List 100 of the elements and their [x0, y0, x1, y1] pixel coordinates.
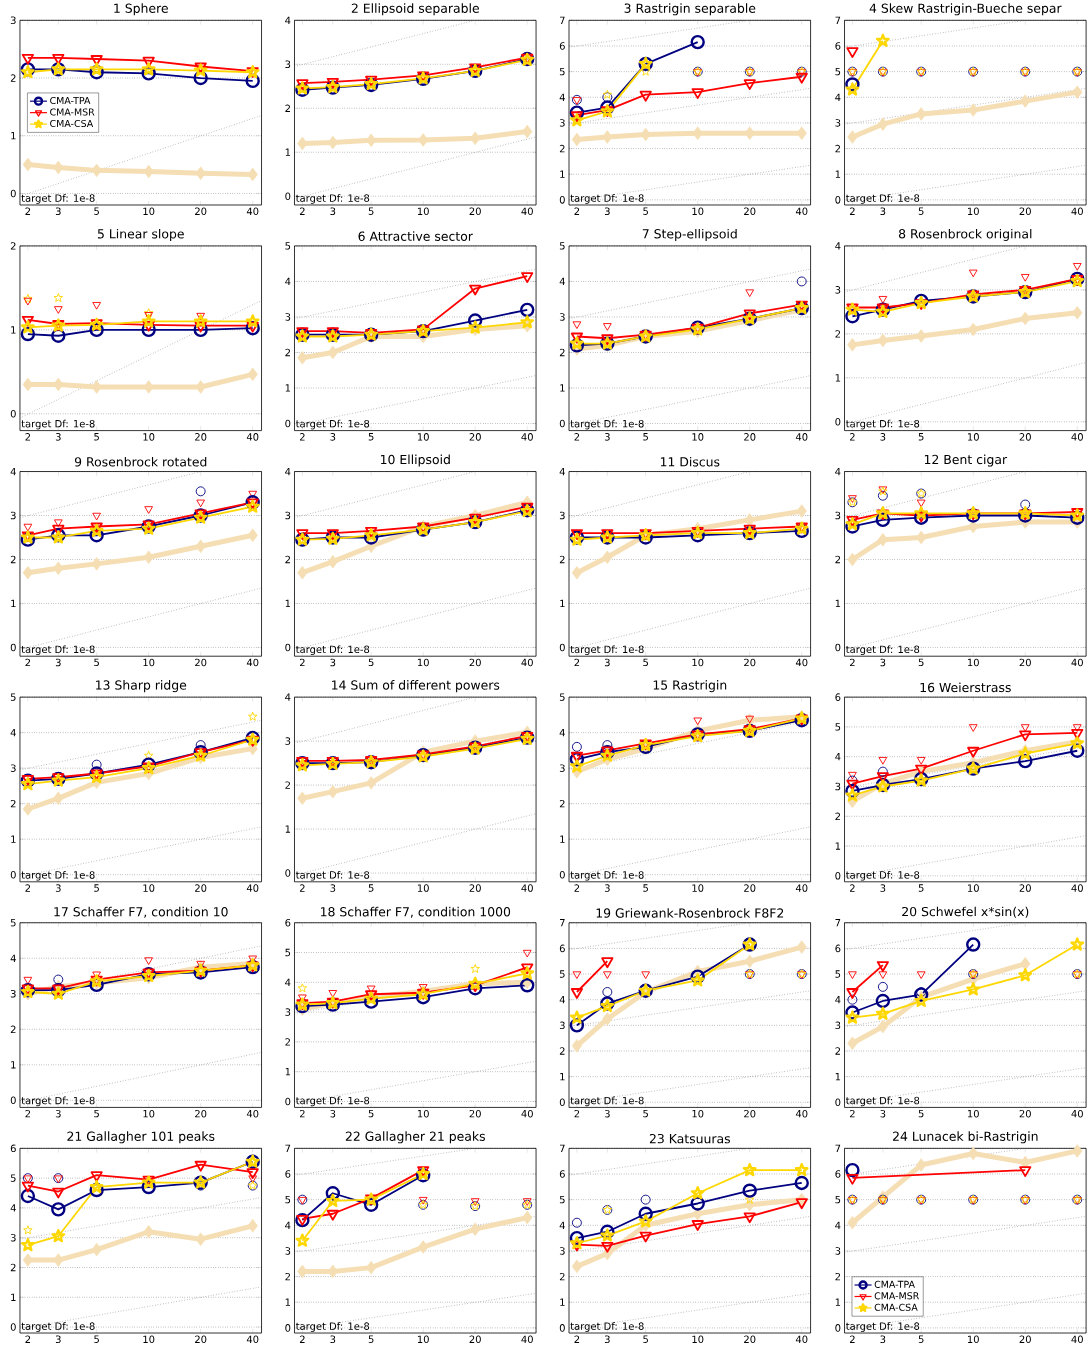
x-tick-label: 5: [94, 1109, 99, 1118]
y-tick-label: 3: [285, 737, 291, 745]
y-tick-label: 2: [835, 555, 840, 564]
x-tick-label: 2: [574, 1335, 580, 1343]
annotation: target Df: 1e-8: [570, 1096, 644, 1107]
y-tick-label: 7: [559, 16, 565, 24]
chart-title: 8 Rosenbrock original: [898, 228, 1032, 241]
legend-label: CMA-TPA: [50, 96, 91, 105]
y-tick-label: 2: [285, 104, 290, 112]
annotation: target Df: 1e-8: [295, 1322, 370, 1332]
x-tick-label: 20: [469, 207, 481, 216]
x-tick-label: 20: [1019, 658, 1031, 667]
y-tick-label: 0: [835, 872, 841, 880]
y-tick-label: 1: [285, 599, 291, 608]
y-tick-label: 2: [285, 555, 290, 564]
chart-title: 10 Ellipsoid: [380, 454, 450, 467]
x-tick-label: 40: [521, 207, 533, 216]
x-tick-label: 20: [744, 207, 756, 216]
x-tick-label: 5: [918, 433, 924, 441]
x-tick-label: 20: [744, 884, 756, 892]
y-tick-label: 5: [835, 1195, 841, 1204]
x-tick-label: 20: [195, 884, 207, 892]
y-tick-label: 5: [559, 693, 565, 701]
y-tick-label: 6: [835, 693, 841, 701]
x-tick-label: 2: [849, 1335, 855, 1343]
y-tick-label: 1: [835, 842, 841, 850]
x-tick-label: 5: [643, 207, 648, 215]
x-tick-label: 40: [1071, 433, 1083, 441]
x-tick-label: 2: [299, 433, 305, 441]
x-tick-label: 40: [246, 658, 259, 667]
x-tick-label: 20: [1019, 884, 1031, 892]
y-tick-label: 0: [10, 1323, 16, 1331]
x-tick-label: 10: [692, 1109, 704, 1118]
y-tick-label: 2: [10, 555, 16, 564]
x-tick-label: 5: [94, 658, 99, 667]
y-tick-label: 1: [285, 148, 291, 156]
y-tick-label: 3: [835, 119, 841, 127]
x-tick-label: 10: [692, 658, 704, 667]
x-tick-label: 10: [692, 207, 704, 216]
x-tick-label: 5: [643, 433, 648, 441]
x-tick-label: 5: [94, 1335, 99, 1343]
y-tick-label: 5: [835, 67, 841, 76]
x-tick-label: 2: [299, 884, 305, 892]
y-tick-label: 5: [285, 948, 291, 957]
y-tick-label: 0: [285, 643, 291, 652]
y-tick-label: 6: [835, 1170, 841, 1178]
x-tick-label: 20: [469, 658, 481, 667]
x-tick-label: 10: [692, 884, 704, 892]
y-tick-label: 0: [835, 1324, 841, 1332]
y-tick-label: 3: [10, 990, 16, 998]
x-tick-label: 10: [417, 433, 429, 441]
y-tick-label: 4: [285, 277, 291, 286]
x-tick-label: 3: [880, 1335, 886, 1344]
y-tick-label: 0: [285, 192, 291, 200]
x-tick-label: 10: [967, 433, 979, 441]
y-tick-label: 1: [835, 1073, 841, 1081]
y-tick-label: 4: [10, 1204, 16, 1212]
y-tick-label: 1: [11, 326, 16, 334]
y-tick-label: 3: [285, 60, 291, 69]
chart-title: 17 Schaffer F7, condition 10: [54, 906, 228, 918]
y-tick-label: 2: [10, 74, 16, 82]
y-tick-label: 0: [835, 643, 841, 652]
x-tick-label: 5: [368, 207, 374, 215]
x-tick-label: 20: [744, 1335, 756, 1344]
y-tick-label: 2: [10, 799, 16, 808]
x-tick-label: 2: [574, 207, 580, 215]
x-tick-label: 10: [143, 1109, 155, 1118]
x-tick-label: 3: [330, 1109, 336, 1118]
annotation: target Df: 1e-8: [21, 419, 95, 430]
y-tick-label: 4: [285, 16, 291, 24]
chart-title: 2 Ellipsoid separable: [351, 3, 479, 16]
annotation: target Df: 1e-8: [845, 1322, 920, 1332]
x-tick-label: 10: [143, 433, 155, 441]
x-tick-label: 20: [1019, 433, 1031, 441]
x-tick-label: 3: [330, 884, 336, 892]
chart-title: 16 Weierstrass: [920, 682, 1011, 693]
y-tick-label: 4: [559, 467, 565, 476]
y-tick-label: 4: [835, 996, 841, 1004]
y-tick-label: 2: [285, 1272, 290, 1281]
y-tick-label: 4: [835, 753, 841, 761]
y-tick-label: 0: [10, 1096, 16, 1105]
x-tick-label: 5: [368, 658, 374, 667]
x-tick-label: 40: [246, 1335, 259, 1344]
annotation: target Df: 1e-8: [845, 645, 920, 656]
x-tick-label: 3: [880, 433, 886, 441]
x-tick-label: 5: [918, 1109, 924, 1118]
x-tick-label: 10: [967, 658, 979, 667]
y-tick-label: 5: [10, 1174, 16, 1182]
x-tick-label: 20: [469, 884, 481, 892]
x-tick-label: 2: [25, 1335, 31, 1343]
x-tick-label: 10: [967, 1335, 979, 1344]
x-tick-label: 40: [521, 1109, 533, 1118]
legend-label: CMA-TPA: [874, 1280, 915, 1288]
x-tick-label: 10: [143, 884, 155, 892]
y-tick-label: 1: [11, 599, 16, 608]
x-tick-label: 20: [195, 207, 207, 216]
x-tick-label: 20: [1019, 1335, 1031, 1344]
y-tick-label: 5: [559, 67, 565, 76]
x-tick-label: 3: [880, 1109, 886, 1118]
y-tick-label: 3: [559, 119, 565, 127]
